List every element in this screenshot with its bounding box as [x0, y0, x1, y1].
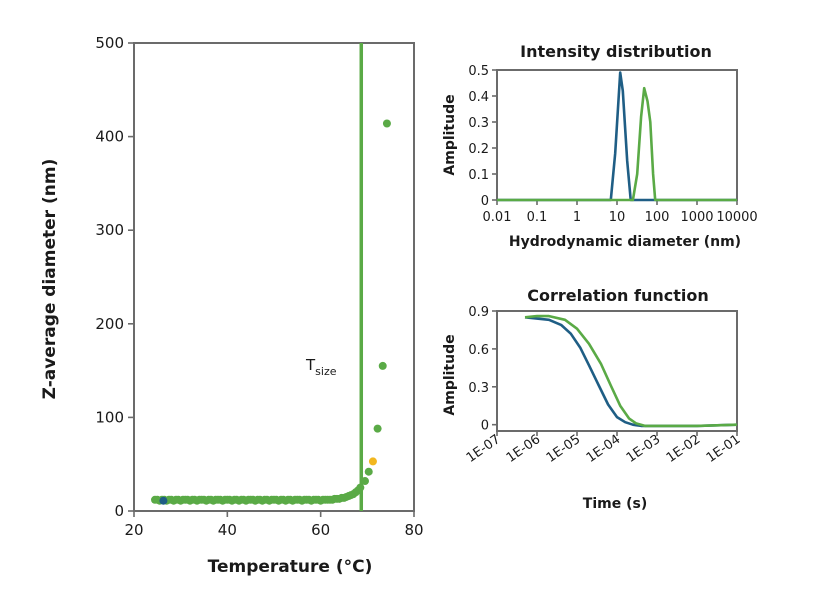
- intensity-y-axis-label: Amplitude: [442, 94, 458, 175]
- zavg-point-baseline: [373, 424, 382, 433]
- correlation-x-tick-label: 1E-05: [544, 432, 584, 466]
- zavg-y-tick-label: 500: [95, 34, 124, 52]
- correlation-y-tick-label: 0.9: [468, 305, 489, 320]
- correlation-y-axis-label: Amplitude: [442, 334, 458, 415]
- intensity-y-tick-label: 0: [481, 194, 489, 209]
- zavg-point-baseline: [378, 361, 387, 370]
- correlation-x-tick-label: 1E-06: [504, 432, 544, 466]
- correlation-series-before: [524, 316, 738, 428]
- intensity-series-before: [497, 71, 737, 202]
- intensity-series-after: [497, 86, 737, 202]
- zavg-point-highlight: [368, 457, 377, 466]
- correlation-y-tick-label: 0.3: [468, 381, 489, 396]
- intensity-y-tick-label: 0.5: [468, 64, 489, 79]
- intensity-y-tick-label: 0.4: [468, 90, 489, 105]
- zavg-x-tick-label: 80: [404, 521, 423, 539]
- zavg-y-tick-label: 400: [95, 128, 124, 146]
- zavg-chart: 0 100 200 300 400 500 20 40 60 80 Tsize Temperat…: [40, 34, 424, 577]
- zavg-point-baseline: [382, 119, 391, 128]
- zavg-y-tick-label: 300: [95, 221, 124, 239]
- intensity-x-axis-label: Hydrodynamic diameter (nm): [509, 234, 741, 250]
- intensity-chart: Intensity distribution 00.10.20.30.40.5 …: [442, 42, 758, 250]
- zavg-x-tick-label: 20: [124, 521, 143, 539]
- correlation-y-tick-label: 0.6: [468, 343, 489, 358]
- zavg-x-tick-label: 60: [311, 521, 330, 539]
- intensity-y-tick-label: 0.1: [468, 168, 489, 183]
- correlation-x-tick-label: 1E-04: [584, 432, 624, 466]
- zavg-x-axis-label: Temperature (°C): [208, 557, 373, 577]
- correlation-x-tick-label: 1E-02: [664, 432, 704, 466]
- zavg-plot-frame: [133, 42, 415, 512]
- correlation-x-tick-label: 1E-01: [704, 432, 744, 466]
- zavg-y-tick-label: 0: [114, 502, 124, 520]
- tsize-annotation: Tsize: [305, 356, 337, 378]
- correlation-title: Correlation function: [527, 286, 708, 305]
- zavg-y-tick-label: 100: [95, 408, 124, 426]
- intensity-y-tick-label: 0.2: [468, 142, 489, 157]
- correlation-plot-frame: [496, 310, 738, 432]
- intensity-x-tick-label: 10000: [716, 210, 757, 225]
- correlation-chart: Correlation function 00.30.60.9 1E-07 1E-…: [442, 286, 743, 512]
- intensity-title: Intensity distribution: [520, 42, 712, 61]
- zavg-y-tick-label: 200: [95, 315, 124, 333]
- intensity-x-tick-label: 0.1: [527, 210, 548, 225]
- intensity-x-tick-label: 10: [609, 210, 626, 225]
- intensity-x-tick-label: 1: [573, 210, 581, 225]
- correlation-y-tick-label: 0: [481, 419, 489, 434]
- zavg-point-baseline: [364, 467, 373, 476]
- intensity-x-tick-label: 0.01: [483, 210, 512, 225]
- correlation-series-after: [524, 314, 738, 428]
- intensity-x-tick-label: 1000: [680, 210, 713, 225]
- intensity-x-tick-label: 100: [645, 210, 670, 225]
- zavg-y-axis-label: Z-average diameter (nm): [40, 159, 60, 400]
- intensity-y-tick-label: 0.3: [468, 116, 489, 131]
- zavg-x-tick-label: 40: [218, 521, 237, 539]
- correlation-x-axis-label: Time (s): [583, 496, 647, 512]
- zavg-point-start: [159, 496, 168, 505]
- correlation-x-tick-label: 1E-03: [624, 432, 664, 466]
- correlation-x-tick-label: 1E-07: [464, 432, 504, 466]
